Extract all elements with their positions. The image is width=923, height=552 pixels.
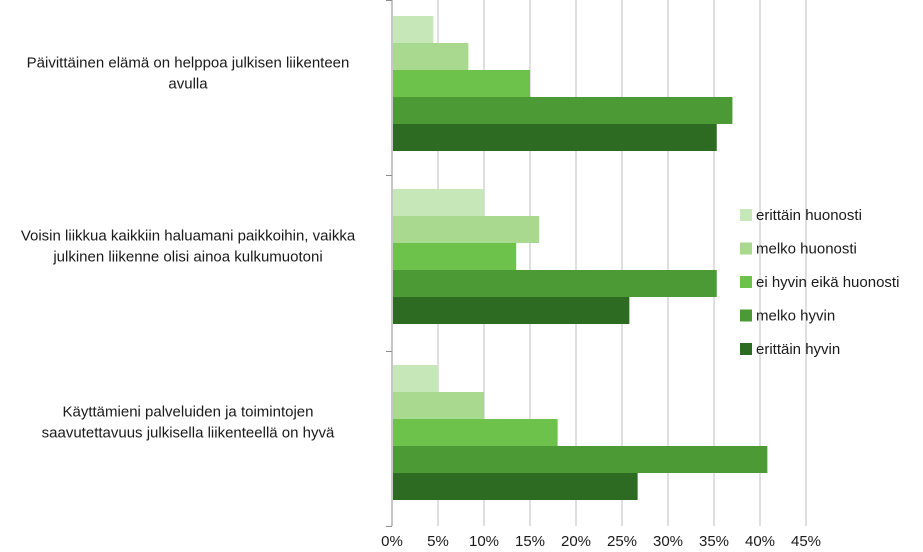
bar: [393, 124, 717, 151]
bar: [393, 43, 469, 70]
bars: [393, 16, 768, 500]
bar: [393, 473, 638, 500]
legend-label: ei hyvin eikä huonosti: [756, 274, 899, 291]
bar: [393, 446, 768, 473]
legend-label: erittäin hyvin: [756, 341, 840, 358]
bar: [393, 270, 717, 297]
bar: [393, 189, 484, 216]
x-tick-label: 15%: [515, 533, 545, 550]
category-label: avulla: [168, 76, 208, 93]
x-tick-label: 5%: [427, 533, 449, 550]
bar: [393, 392, 484, 419]
bar: [393, 365, 438, 392]
legend-swatch: [740, 209, 752, 221]
bar: [393, 419, 558, 446]
legend-label: melko hyvin: [756, 308, 835, 325]
x-tick-label: 40%: [745, 533, 775, 550]
legend-swatch: [740, 242, 752, 255]
x-tick-labels: 0% 5% 10% 15% 20% 25% 30% 35% 40% 45%: [381, 533, 821, 550]
category-label: Voisin liikkua kaikkiin haluamani paikko…: [21, 228, 356, 245]
bar: [393, 297, 630, 324]
category-label: Käyttämieni palveluiden ja toimintojen: [63, 404, 314, 421]
bar: [393, 216, 540, 243]
legend-swatch: [740, 309, 752, 322]
legend-swatch: [740, 276, 752, 288]
bar: [393, 70, 530, 97]
bar: [393, 16, 434, 43]
legend: erittäin huonosti melko huonosti ei hyvin …: [740, 207, 899, 358]
legend-label: erittäin huonosti: [756, 207, 862, 224]
x-tick-label: 20%: [561, 533, 591, 550]
bar: [393, 243, 517, 270]
category-labels: Päivittäinen elämä on helppoa julkisen l…: [21, 55, 356, 442]
category-label: julkinen liikenne olisi ainoa kulkumuoto…: [52, 249, 322, 266]
category-label: saavutettavuus julkisella liikenteellä o…: [42, 425, 335, 442]
x-tick-label: 10%: [469, 533, 499, 550]
legend-swatch: [740, 343, 752, 355]
x-tick-label: 0%: [381, 533, 403, 550]
category-label: Päivittäinen elämä on helppoa julkisen l…: [27, 55, 350, 72]
category-axis: [386, 0, 393, 527]
x-tick-label: 35%: [699, 533, 729, 550]
legend-label: melko huonosti: [756, 241, 857, 258]
x-tick-label: 45%: [791, 533, 821, 550]
x-tick-label: 25%: [607, 533, 637, 550]
bar: [393, 97, 733, 124]
x-tick-label: 30%: [653, 533, 683, 550]
